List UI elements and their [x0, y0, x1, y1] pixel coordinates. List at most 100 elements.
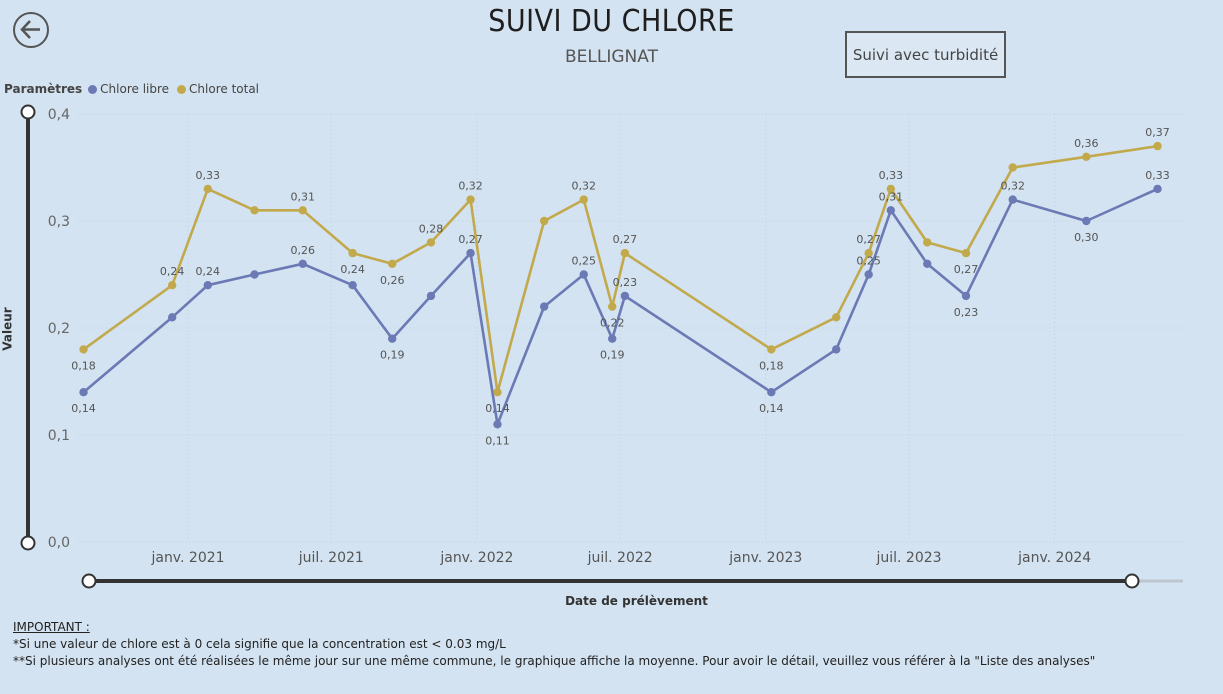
data-point — [923, 259, 932, 268]
legend-label: Paramètres — [4, 82, 83, 96]
data-point — [203, 281, 212, 290]
y-slider-handle-bottom[interactable] — [20, 535, 36, 551]
data-label: 0,33 — [1145, 169, 1170, 182]
data-point — [1153, 184, 1162, 194]
data-label: 0,27 — [458, 233, 483, 246]
x-tick-label: juil. 2022 — [587, 550, 653, 566]
data-point — [466, 248, 475, 258]
data-point — [250, 270, 259, 279]
data-point — [426, 291, 436, 301]
turbidity-button[interactable]: Suivi avec turbidité — [845, 31, 1006, 78]
data-label: 0,32 — [571, 180, 596, 193]
data-point — [961, 291, 971, 301]
data-point — [203, 184, 212, 194]
back-button[interactable] — [13, 12, 49, 48]
data-point — [167, 281, 177, 290]
legend-item-chlore-libre[interactable]: Chlore libre — [88, 82, 169, 96]
legend-item-label: Chlore libre — [100, 82, 170, 96]
data-label: 0,11 — [485, 434, 510, 447]
data-label: 0,14 — [71, 402, 96, 415]
data-point — [767, 388, 776, 397]
grid — [78, 113, 1190, 543]
legend-item-chlore-total[interactable]: Chlore total — [177, 82, 259, 96]
x-axis-ticks: janv. 2021 juil. 2021 janv. 2022 juil. 2022… — [150, 550, 1091, 566]
arrow-left-icon — [20, 20, 40, 39]
data-point — [579, 270, 588, 279]
data-point — [539, 216, 549, 226]
data-point — [348, 248, 357, 258]
sliders — [20, 104, 1183, 589]
x-tick-label: juil. 2021 — [298, 550, 364, 566]
data-point — [493, 388, 502, 397]
data-point — [298, 206, 307, 215]
data-point — [388, 334, 397, 343]
data-point — [864, 270, 873, 279]
data-label: 0,19 — [600, 349, 625, 362]
data-point — [886, 206, 896, 215]
data-point — [886, 184, 896, 194]
y-tick-label: 0,3 — [48, 214, 70, 230]
data-point — [767, 345, 776, 354]
data-point — [1082, 152, 1091, 161]
data-point — [620, 248, 630, 258]
data-label: 0,14 — [759, 402, 784, 415]
data-point — [1082, 216, 1091, 226]
data-label: 0,25 — [571, 255, 596, 268]
x-tick-label: juil. 2023 — [875, 550, 941, 566]
x-tick-label: janv. 2022 — [439, 550, 513, 566]
legend-dot — [177, 84, 187, 94]
data-point — [79, 388, 88, 397]
data-point — [493, 420, 502, 429]
data-label: 0,31 — [879, 190, 904, 203]
data-point — [426, 238, 436, 247]
data-label: 0,24 — [196, 265, 221, 278]
data-point — [250, 206, 259, 215]
y-tick-label: 0,1 — [48, 428, 70, 444]
y-slider-handle-top[interactable] — [20, 104, 36, 120]
data-label: 0,37 — [1145, 126, 1170, 139]
y-axis-title: Valeur — [0, 307, 15, 351]
data-point — [620, 291, 630, 301]
data-label: 0,36 — [1074, 137, 1099, 150]
data-label: 0,22 — [600, 317, 625, 330]
data-point — [608, 302, 617, 311]
data-point — [348, 281, 357, 290]
data-label: 0,33 — [196, 169, 221, 182]
y-tick-label: 0,2 — [48, 321, 70, 337]
data-label: 0,26 — [291, 244, 316, 257]
data-label: 0,27 — [856, 233, 881, 246]
data-point — [864, 248, 873, 258]
data-label: 0,27 — [954, 263, 979, 276]
data-label: 0,27 — [613, 233, 638, 246]
data-label: 0,18 — [71, 359, 96, 372]
data-point — [832, 313, 841, 322]
x-tick-label: janv. 2021 — [150, 550, 224, 566]
data-label: 0,23 — [954, 306, 979, 319]
data-label: 0,14 — [485, 402, 510, 415]
data-label: 0,32 — [1000, 180, 1025, 193]
data-point — [388, 259, 397, 268]
data-label: 0,32 — [458, 180, 483, 193]
data-label: 0,24 — [340, 263, 365, 276]
notes-heading: IMPORTANT : — [13, 620, 90, 634]
y-tick-label: 0,4 — [48, 107, 70, 123]
x-slider-handle-left[interactable] — [81, 573, 97, 589]
data-label: 0,30 — [1074, 231, 1099, 244]
series — [79, 141, 1162, 429]
data-label: 0,24 — [160, 265, 185, 278]
y-tick-label: 0,0 — [48, 535, 70, 551]
notes-line: **Si plusieurs analyses ont été réalisée… — [13, 654, 1096, 668]
data-label: 0,25 — [856, 255, 881, 268]
data-point — [1008, 163, 1017, 172]
data-point — [961, 248, 971, 258]
series-line-chlore-libre — [82, 187, 1159, 426]
x-tick-label: janv. 2023 — [728, 550, 802, 566]
legend-dot — [88, 84, 98, 94]
x-slider-handle-right[interactable] — [1124, 573, 1140, 589]
data-point — [466, 195, 475, 204]
data-label: 0,18 — [759, 359, 784, 372]
data-labels: 0,14 0,24 0,26 0,19 0,27 0,11 0,25 0,19 0,23 0,14… — [71, 126, 1170, 447]
data-point — [79, 345, 88, 354]
data-point — [298, 259, 307, 268]
chart-legend: Paramètres Chlore libre Chlore total — [4, 82, 267, 96]
